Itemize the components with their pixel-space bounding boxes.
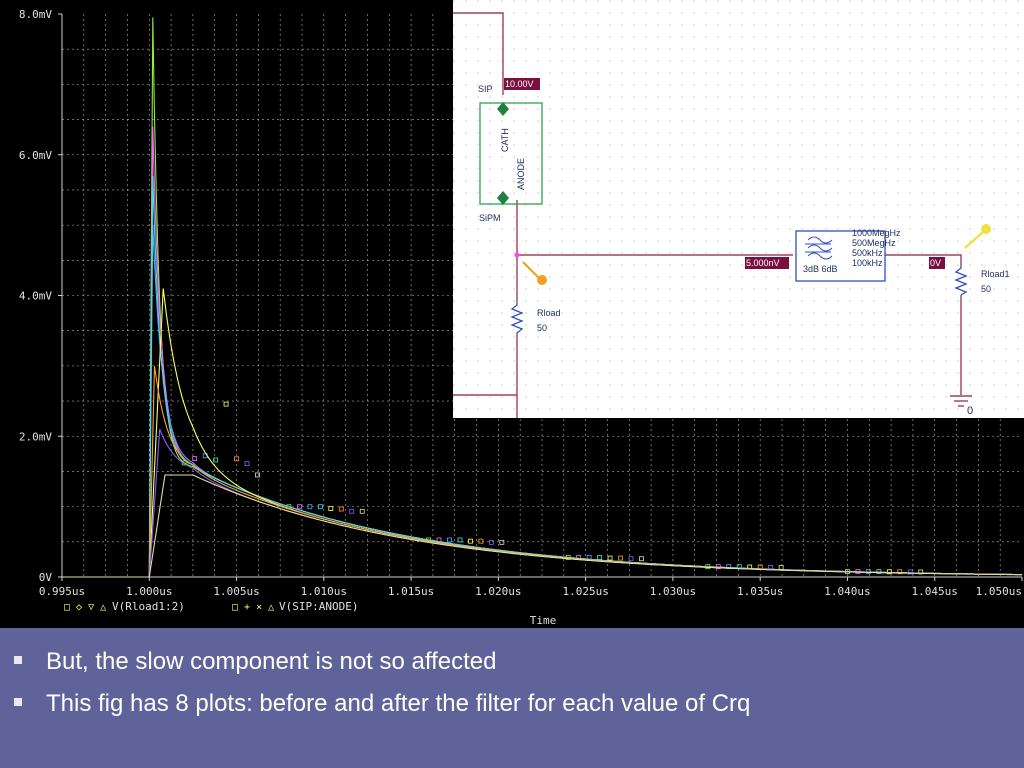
- bullet-1-text: But, the slow component is not so affect…: [46, 648, 497, 675]
- series-marker: [307, 504, 313, 510]
- x-tick-label: 1.050us: [976, 585, 1022, 598]
- out-voltage-marker: [929, 257, 945, 269]
- series-marker: [907, 569, 913, 575]
- filter-line-3: 500kHz: [852, 248, 883, 258]
- sip-voltage: 10.00V: [505, 79, 534, 89]
- slide-text-area: But, the slow component is not so affect…: [0, 628, 1024, 768]
- series-marker: [213, 457, 219, 463]
- legend-label-rload1: V(Rload1:2): [112, 600, 185, 613]
- y-tick-label: 6.0mV: [19, 149, 52, 162]
- ground-symbol: [950, 395, 972, 407]
- series-marker: [255, 472, 260, 478]
- series-marker: [597, 555, 602, 560]
- series-marker: [607, 555, 613, 561]
- filter-line-1: 1000MegHz: [852, 228, 901, 238]
- series-line-8: [62, 474, 1022, 578]
- series-marker: [488, 539, 494, 545]
- rload-resistor: [510, 300, 524, 335]
- sipm-label: SiPM: [479, 213, 501, 223]
- x-tick-label: 1.005us: [213, 585, 259, 598]
- sipm-block: [479, 102, 543, 205]
- x-tick-label: 1.010us: [301, 585, 347, 598]
- filter-icon: [805, 236, 833, 260]
- bullet-square-icon: [14, 697, 22, 706]
- x-tick-label: 1.040us: [824, 585, 870, 598]
- rload1-value: 50: [981, 284, 991, 294]
- series-marker: [499, 539, 505, 545]
- bullet-2: This fig has 8 plots: before and after t…: [14, 690, 750, 718]
- series-marker: [359, 508, 365, 514]
- series-marker: [628, 556, 634, 562]
- series-layer: [62, 17, 1023, 578]
- series-marker: [897, 569, 903, 575]
- x-tick-label: 1.030us: [650, 585, 696, 598]
- anode-label: ANODE: [516, 158, 526, 190]
- series-marker: [296, 504, 302, 510]
- y-tick-label: 4.0mV: [19, 290, 52, 303]
- x-tick-label: 1.020us: [475, 585, 521, 598]
- node-voltage: 5.000nV: [746, 258, 780, 268]
- series-marker: [244, 461, 250, 467]
- rload1-resistor: [954, 265, 968, 296]
- probe-dot-orange: [537, 275, 547, 285]
- series-marker: [349, 508, 355, 514]
- probe-arrow-yellow: [964, 231, 984, 249]
- bullet-2-text: This fig has 8 plots: before and after t…: [46, 690, 751, 717]
- series-marker: [886, 569, 892, 575]
- filter-block: [795, 230, 886, 282]
- series-marker: [223, 401, 229, 407]
- anode-pin: [497, 191, 509, 205]
- series-marker: [338, 506, 344, 512]
- bullet-square-icon: [14, 655, 22, 664]
- rload1-label: Rload1: [981, 269, 1010, 279]
- schematic-background: [453, 0, 1024, 418]
- filter-line-4: 100kHz: [852, 258, 883, 268]
- cathode-pin: [497, 102, 509, 116]
- out-voltage: 0V: [930, 258, 941, 268]
- series-marker: [317, 504, 323, 510]
- sip-label: SIP: [478, 84, 493, 94]
- series-marker: [468, 538, 473, 544]
- y-tick-label: 8.0mV: [19, 8, 52, 21]
- legend: □ ◇ ▽ △ V(Rload1:2) □ + × △ V(SIP:ANODE): [64, 600, 358, 613]
- series-marker: [234, 456, 239, 462]
- cath-label: CATH: [500, 128, 510, 152]
- probe-arrow-orange: [522, 261, 540, 279]
- x-tick-label: 1.035us: [737, 585, 783, 598]
- probe-dot-yellow: [981, 224, 991, 234]
- bullet-1: But, the slow component is not so affect…: [14, 648, 497, 676]
- sip-voltage-marker: [504, 78, 540, 90]
- series-marker: [778, 564, 784, 570]
- node-voltage-marker: [745, 257, 789, 269]
- x-tick-label: 1.045us: [912, 585, 958, 598]
- rload-label: Rload: [537, 308, 561, 318]
- x-tick-label: 1.000us: [126, 585, 172, 598]
- x-tick-label: 1.025us: [562, 585, 608, 598]
- series-marker: [876, 569, 882, 574]
- series-marker: [457, 537, 463, 543]
- series-marker: [447, 537, 452, 543]
- series-marker: [918, 569, 924, 575]
- y-tick-label: 2.0mV: [19, 430, 52, 443]
- axes: [58, 13, 1023, 581]
- legend-markers-group2: □ + × △: [232, 602, 274, 613]
- filter-line-2: 500MegHz: [852, 238, 896, 248]
- series-marker: [618, 555, 623, 561]
- series-marker: [478, 538, 484, 544]
- legend-label-sip-anode: V(SIP:ANODE): [279, 600, 358, 613]
- x-tick-label: 1.015us: [388, 585, 434, 598]
- series-marker: [639, 556, 644, 562]
- filter-db: 3dB 6dB: [803, 264, 838, 274]
- ground-label: 0: [967, 405, 973, 417]
- schematic-inset: SIP 10.00V CATH ANODE SiPM 5.000nV 0V 10…: [453, 0, 1024, 418]
- x-axis-title: Time: [530, 614, 557, 627]
- junction-dot: [514, 252, 520, 258]
- rload-value: 50: [537, 323, 547, 333]
- legend-markers-group1: □ ◇ ▽ △: [64, 602, 106, 613]
- series-marker: [328, 506, 334, 511]
- series-marker: [192, 456, 198, 461]
- y-tick-label: 0V: [39, 571, 53, 584]
- x-tick-label: 0.995us: [39, 585, 85, 598]
